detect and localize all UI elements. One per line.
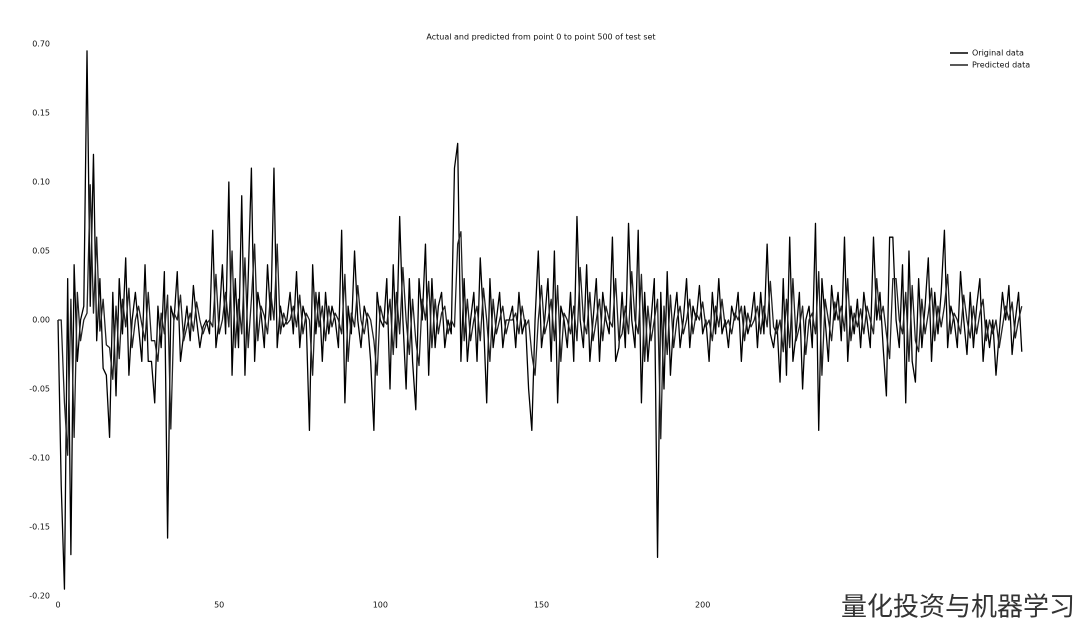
y-tick-label: 0.10 [32, 178, 50, 187]
x-tick-label: 0 [55, 601, 60, 610]
watermark: 量化投资与机器学习 [841, 593, 1075, 623]
y-tick-label: -0.05 [29, 385, 50, 394]
y-tick-label: 0.70 [32, 40, 50, 49]
line-series [58, 184, 1023, 456]
x-tick-label: 100 [373, 601, 388, 610]
legend-label: Original data [972, 49, 1024, 58]
chart-title: Actual and predicted from point 0 to poi… [426, 33, 655, 42]
y-tick-label: -0.10 [29, 454, 50, 463]
line-series [57, 50, 1023, 590]
y-tick-label: 0.00 [32, 316, 50, 325]
y-tick-label: -0.15 [29, 523, 50, 532]
x-tick-label: 150 [534, 601, 549, 610]
y-tick-label: 0.15 [32, 109, 50, 118]
legend-label: Predicted data [972, 61, 1030, 70]
y-tick-label: 0.05 [32, 247, 50, 256]
x-tick-label: 50 [214, 601, 224, 610]
x-tick-label: 200 [695, 601, 710, 610]
y-tick-label: -0.20 [29, 592, 50, 601]
